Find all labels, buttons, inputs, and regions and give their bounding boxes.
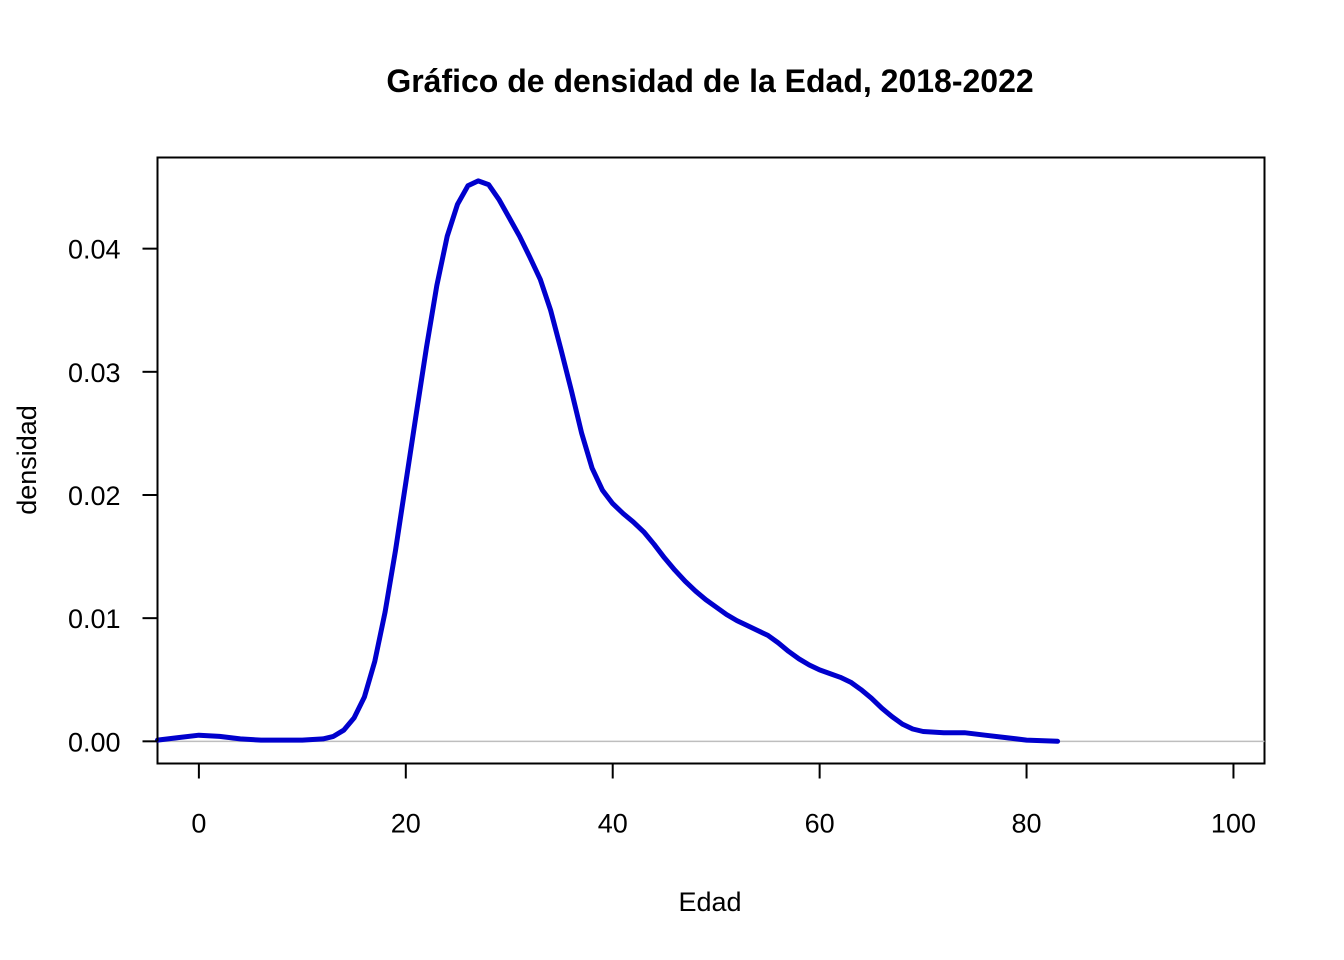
x-tick-label: 40 bbox=[598, 809, 628, 839]
x-tick-label: 80 bbox=[1012, 809, 1042, 839]
x-axis: 0 20 40 60 80 100 bbox=[191, 762, 1256, 839]
chart-title: Gráfico de densidad de la Edad, 2018-202… bbox=[386, 63, 1033, 99]
density-line-series-0 bbox=[155, 178, 1061, 744]
plot-frame bbox=[156, 156, 1266, 765]
y-axis-label: densidad bbox=[12, 405, 42, 515]
y-tick-label: 0.02 bbox=[68, 481, 121, 511]
y-axis: 0.00 0.01 0.02 0.03 0.04 bbox=[68, 235, 159, 757]
y-tick-label: 0.04 bbox=[68, 235, 121, 265]
y-tick-label: 0.00 bbox=[68, 727, 121, 757]
x-tick-label: 100 bbox=[1211, 809, 1256, 839]
x-tick-label: 60 bbox=[805, 809, 835, 839]
x-axis-label: Edad bbox=[678, 887, 741, 917]
x-tick-label: 20 bbox=[391, 809, 421, 839]
x-tick-label: 0 bbox=[191, 809, 206, 839]
y-tick-label: 0.03 bbox=[68, 358, 121, 388]
y-tick-label: 0.01 bbox=[68, 604, 121, 634]
